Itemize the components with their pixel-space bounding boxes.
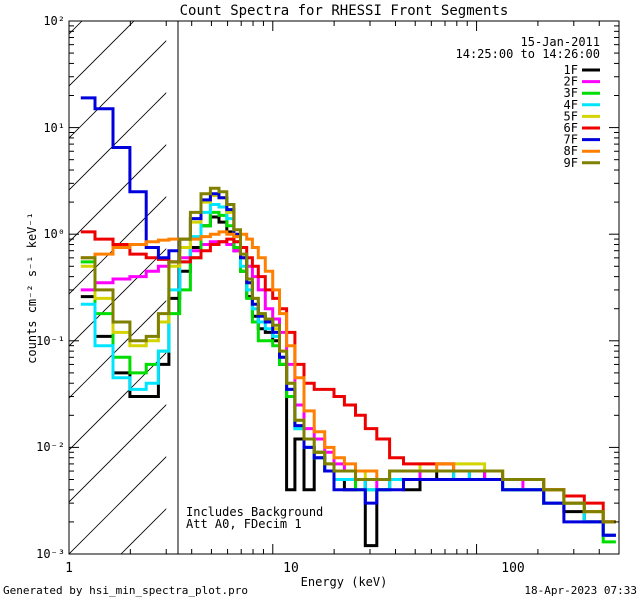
series-layer <box>80 96 616 548</box>
series-5F <box>80 194 616 524</box>
legend-label-3F: 3F <box>564 86 578 100</box>
legend-label-5F: 5F <box>564 109 578 123</box>
x-tick-label-1: 1 <box>65 561 73 576</box>
chart-title: Count Spectra for RHESSI Front Segments <box>180 3 509 19</box>
y-tick-label-1e-3: 10⁻³ <box>36 547 65 561</box>
legend-label-7F: 7F <box>564 133 578 147</box>
y-axis-label: counts cm⁻² s⁻¹ keV⁻¹ <box>25 212 39 364</box>
y-tick-label-1e-2: 10⁻² <box>36 440 65 454</box>
series-3F <box>80 210 616 544</box>
x-axis-ticks <box>68 21 620 554</box>
y-tick-label-1e-1: 10⁻¹ <box>36 334 65 348</box>
footer-timestamp: 18-Apr-2023 07:33 <box>524 584 637 597</box>
y-tick-label-1e1: 10¹ <box>43 121 65 135</box>
x-tick-label-10: 10 <box>283 561 299 576</box>
legend-label-1F: 1F <box>564 63 578 77</box>
y-tick-label-1e2: 10² <box>43 14 65 28</box>
series-9F <box>80 186 616 524</box>
series-7F <box>80 96 616 537</box>
time-range-label: 14:25:00 to 14:26:00 <box>456 47 601 61</box>
y-axis-ticks <box>69 20 619 555</box>
legend-label-6F: 6F <box>564 121 578 135</box>
y-tick-label-1e0: 10⁰ <box>43 227 65 241</box>
legend-label-2F: 2F <box>564 75 578 89</box>
annotation-background: Includes Background <box>186 505 323 519</box>
plot-frame <box>68 20 620 555</box>
footer-generator: Generated by hsi_min_spectra_plot.pro <box>3 584 248 597</box>
x-tick-label-100: 100 <box>501 561 524 576</box>
legend-label-4F: 4F <box>564 98 578 112</box>
annotation-attenuator: Att A0, FDecim 1 <box>186 517 302 531</box>
legend-label-9F: 9F <box>564 156 578 170</box>
legend-label-8F: 8F <box>564 144 578 158</box>
x-axis-label: Energy (keV) <box>301 575 388 589</box>
date-label: 15-Jan-2011 <box>521 35 600 49</box>
